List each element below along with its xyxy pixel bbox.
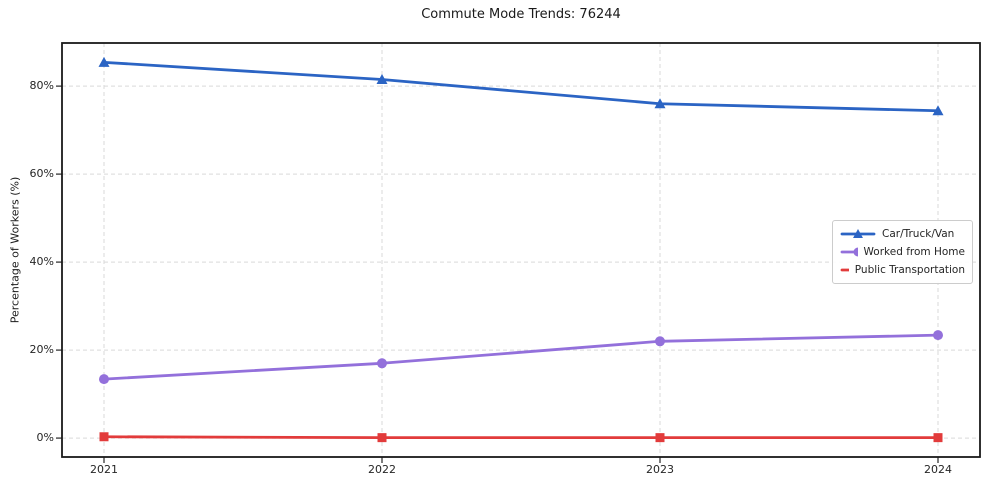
triangle-marker [376, 74, 388, 85]
legend-entry: Public Transportation [840, 261, 965, 279]
legend-marker-sample [840, 247, 858, 257]
legend: Car/Truck/Van Worked from Home Public Tran… [832, 220, 973, 284]
triangle-marker [654, 98, 666, 109]
circle-marker [853, 247, 858, 257]
circle-marker [655, 336, 665, 347]
circle-marker [99, 374, 109, 385]
triangle-marker [853, 229, 863, 239]
y-tick-label: 60% [29, 167, 54, 181]
circle-marker [377, 358, 387, 369]
legend-label: Public Transportation [854, 264, 965, 276]
legend-label: Worked from Home [863, 246, 965, 258]
y-tick-label: 0% [36, 431, 54, 445]
circle-marker [933, 330, 943, 341]
square-marker [655, 433, 665, 443]
y-tick-label: 20% [29, 343, 54, 357]
series-line [102, 435, 940, 440]
legend-marker-sample [840, 268, 849, 272]
plot-frame [61, 42, 981, 458]
square-marker [99, 432, 109, 442]
legend-label: Car/Truck/Van [882, 228, 955, 240]
x-tick-label: 2022 [368, 463, 396, 476]
y-tick-label: 40% [29, 255, 54, 269]
legend-entry: Car/Truck/Van [840, 225, 965, 243]
square-marker [933, 433, 943, 443]
legend-entry: Worked from Home [840, 243, 965, 261]
y-tick-label: 80% [29, 79, 54, 93]
x-tick-label: 2023 [646, 463, 674, 476]
legend-marker-sample [840, 229, 876, 239]
square-marker [377, 433, 387, 443]
x-tick-label: 2024 [924, 463, 952, 476]
triangle-marker [932, 105, 944, 116]
series-line [102, 60, 940, 113]
triangle-marker [98, 56, 110, 67]
chart-title: Commute Mode Trends: 76244 [421, 7, 621, 22]
x-tick-label: 2021 [90, 463, 118, 476]
series-line [102, 333, 940, 381]
